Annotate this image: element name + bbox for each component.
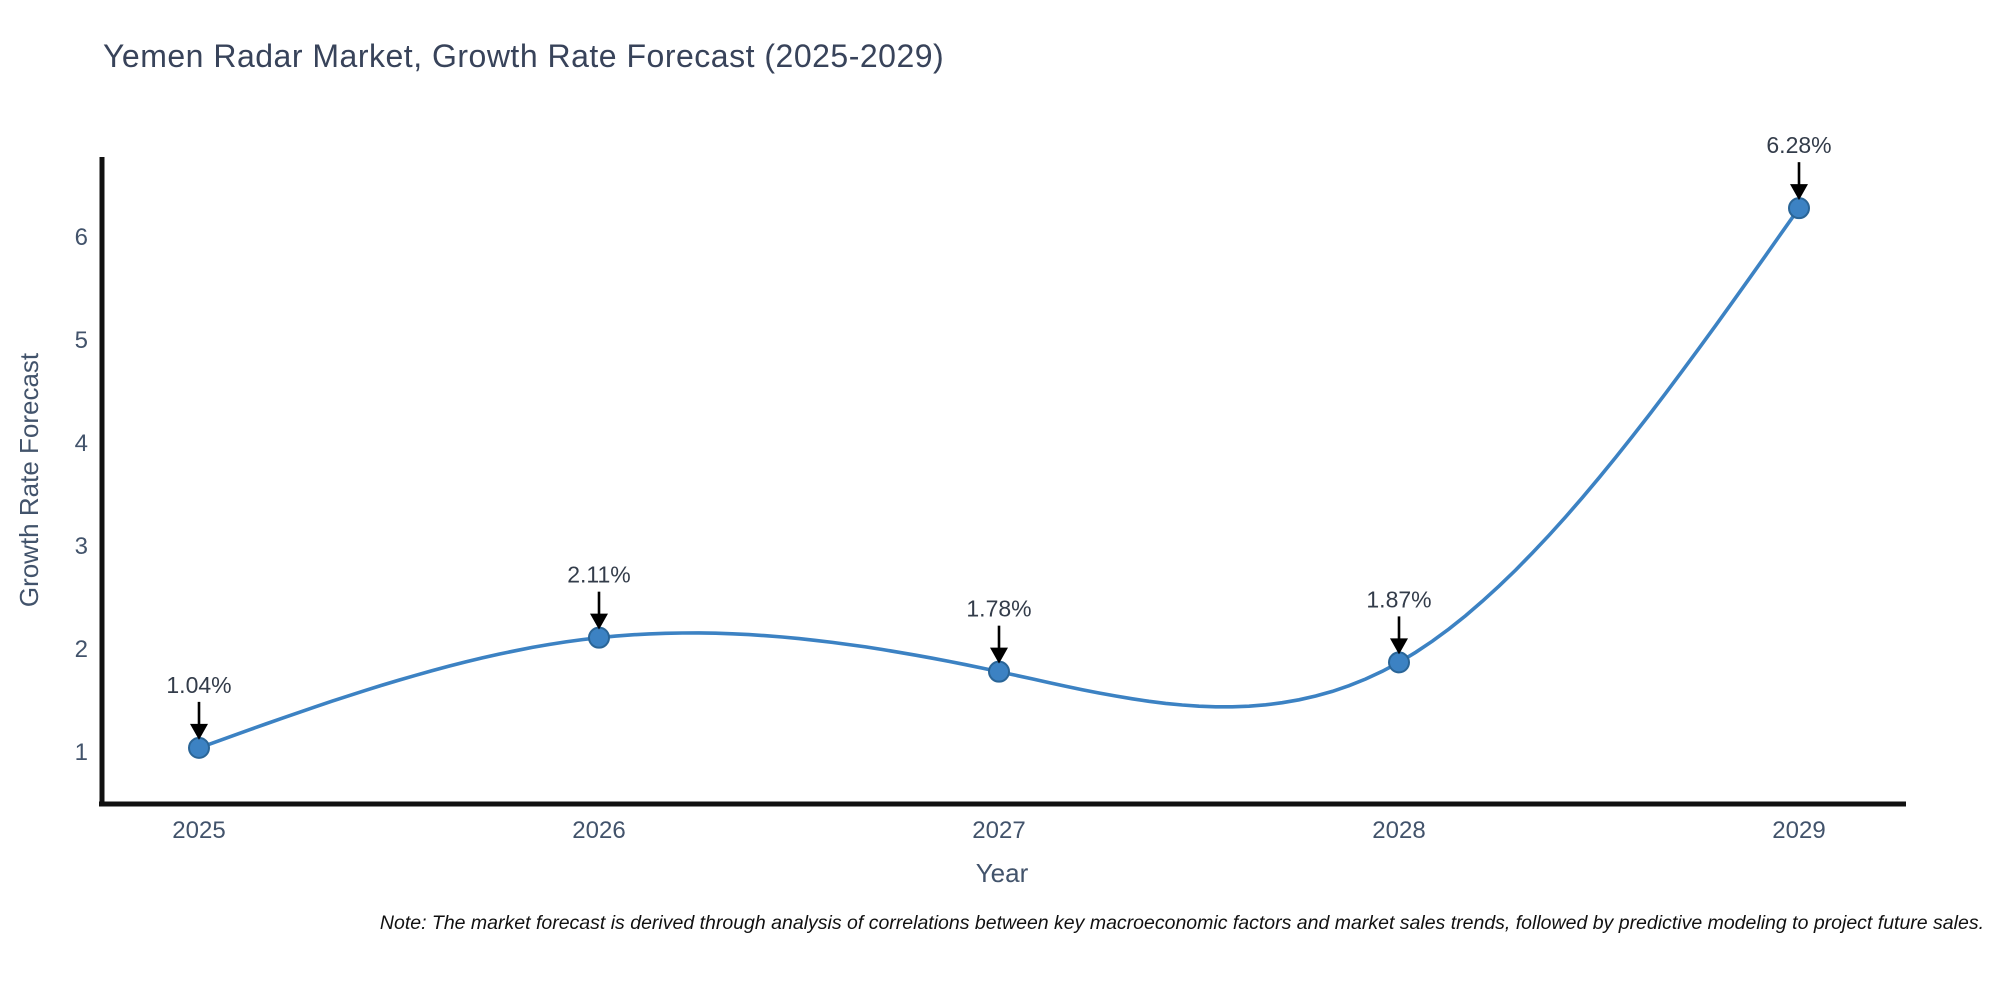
data-point-marker — [1788, 197, 1810, 220]
annotation-arrow-head — [590, 613, 608, 630]
data-point-label: 6.28% — [1766, 132, 1831, 158]
y-tick-label: 1 — [75, 739, 88, 766]
annotation-arrow-head — [1790, 184, 1808, 201]
x-tick-label: 2028 — [1372, 817, 1425, 844]
y-axis-label: Growth Rate Forecast — [14, 352, 44, 607]
data-point-label: 1.87% — [1366, 586, 1431, 612]
data-point-label: 1.78% — [966, 596, 1031, 622]
y-tick-label: 5 — [75, 327, 88, 354]
data-point-marker — [588, 626, 610, 649]
footnote: Note: The market forecast is derived thr… — [379, 912, 1984, 934]
data-point-marker — [188, 736, 210, 759]
x-tick-label: 2027 — [972, 817, 1025, 844]
annotation-arrow-head — [990, 647, 1008, 664]
y-tick-label: 2 — [75, 636, 88, 663]
x-tick-label: 2029 — [1772, 817, 1825, 844]
annotation-arrow-head — [190, 723, 208, 740]
x-tick-label: 2026 — [572, 817, 625, 844]
y-tick-label: 3 — [75, 533, 88, 560]
y-tick-label: 4 — [75, 430, 88, 457]
annotation-arrow-head — [1390, 638, 1408, 655]
chart-title: Yemen Radar Market, Growth Rate Forecast… — [103, 38, 945, 74]
data-point-marker — [1388, 651, 1410, 674]
data-point-label: 1.04% — [166, 672, 231, 698]
y-tick-label: 6 — [75, 224, 88, 251]
x-tick-label: 2025 — [172, 817, 225, 844]
x-axis-label: Year — [976, 858, 1029, 888]
data-point-marker — [988, 660, 1010, 683]
data-point-label: 2.11% — [567, 562, 631, 588]
